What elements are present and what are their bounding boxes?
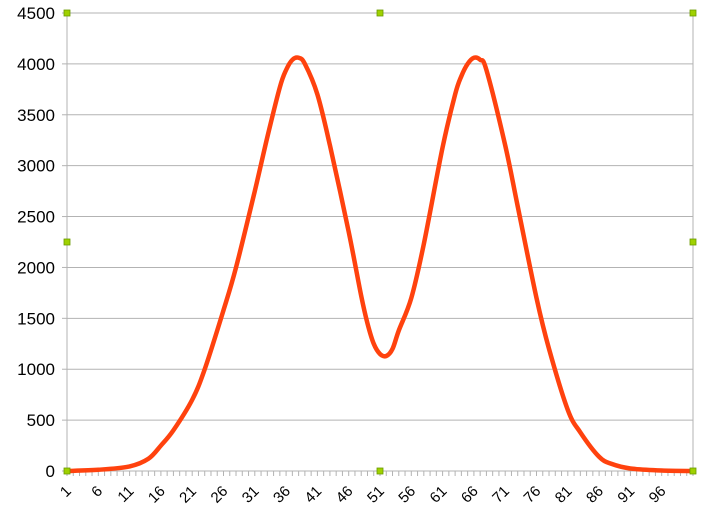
y-tick-label: 4000 (17, 55, 55, 74)
y-tick-label: 500 (27, 411, 55, 430)
x-tick-label: 21 (176, 483, 200, 507)
y-tick-label: 3500 (17, 106, 55, 125)
selection-handle[interactable] (63, 238, 71, 246)
series-line (64, 55, 696, 474)
selection-handle[interactable] (63, 9, 71, 17)
x-tick-label: 61 (427, 483, 451, 507)
y-tick-label: 4500 (17, 4, 55, 23)
y-tick-label: 1000 (17, 360, 55, 379)
x-tick-label: 46 (333, 483, 357, 507)
x-tick-label: 1 (57, 483, 75, 501)
y-tick-label: 3000 (17, 157, 55, 176)
x-tick-label: 26 (208, 483, 232, 507)
selection-handle[interactable] (376, 9, 384, 17)
y-axis-tick-labels: 0 500 1000 1500 2000 2500 3000 3500 4000 4500 (17, 4, 55, 481)
y-tick-label: 1500 (17, 309, 55, 328)
axes (62, 12, 694, 476)
x-tick-label: 31 (239, 483, 263, 507)
y-tick-label: 2000 (17, 258, 55, 277)
x-tick-label: 81 (552, 483, 576, 507)
x-tick-label: 96 (646, 483, 670, 507)
selection-handles[interactable] (63, 9, 697, 475)
x-tick-label: 71 (489, 483, 513, 507)
series-layer (64, 55, 696, 474)
grid-lines (67, 12, 693, 472)
x-tick-label: 51 (364, 483, 388, 507)
x-tick-label: 56 (395, 483, 419, 507)
x-tick-label: 16 (145, 483, 169, 507)
selection-handle[interactable] (376, 467, 384, 475)
x-tick-label: 41 (301, 483, 325, 507)
y-tick-label: 2500 (17, 208, 55, 227)
x-tick-label: 6 (88, 483, 106, 501)
x-tick-label: 66 (458, 483, 482, 507)
x-tick-label: 76 (521, 483, 545, 507)
x-tick-label: 86 (583, 483, 607, 507)
x-tick-label: 36 (270, 483, 294, 507)
y-tick-label: 0 (46, 462, 55, 481)
x-tick-label: 11 (114, 483, 137, 506)
x-axis-tick-labels: 1 6 11 16 21 26 31 36 41 46 51 56 61 66 71 76 81 86 91 96 (57, 483, 670, 507)
selection-handle[interactable] (689, 9, 697, 17)
x-tick-label: 91 (614, 483, 638, 507)
selection-handle[interactable] (689, 238, 697, 246)
selection-handle[interactable] (689, 467, 697, 475)
selection-handle[interactable] (63, 467, 71, 475)
